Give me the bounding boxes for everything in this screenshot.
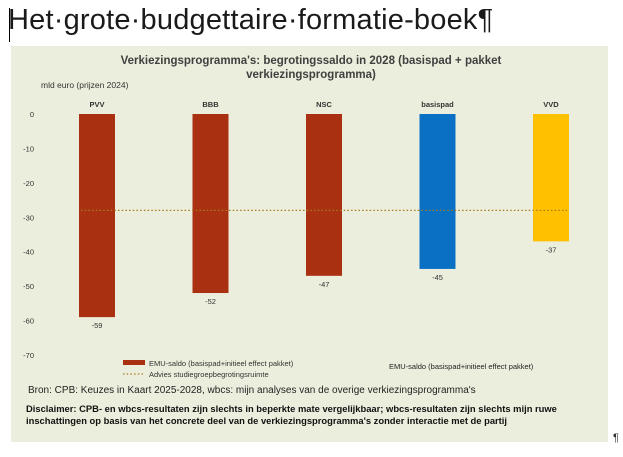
y-tick-label: -10 — [23, 144, 34, 153]
y-tick-label: -60 — [23, 317, 34, 326]
y-tick-label: 0 — [30, 110, 34, 119]
category-label: BBB — [202, 100, 219, 109]
legend-label: Advies studiegroepbegrotingsruimte — [149, 370, 269, 379]
y-tick-label: -70 — [23, 351, 34, 360]
text-cursor — [9, 8, 10, 42]
y-tick-label: -40 — [23, 248, 34, 257]
value-label: -52 — [205, 297, 216, 306]
category-label: NSC — [316, 100, 332, 109]
value-label: -47 — [319, 280, 330, 289]
bar-bbb[interactable] — [192, 114, 229, 294]
value-label: -45 — [432, 273, 443, 282]
y-tick-label: -20 — [23, 179, 34, 188]
chart: Verkiezingsprogramma's: begrotingssaldo … — [23, 55, 569, 379]
y-tick-label: -50 — [23, 282, 34, 291]
legend-annotation: EMU-saldo (basispad+initieel effect pakk… — [389, 362, 534, 371]
y-axis-label: mld euro (prijzen 2024) — [41, 80, 129, 90]
disclaimer-text: Disclaimer: CPB- en wbcs-resultaten zijn… — [26, 403, 557, 426]
chart-title-line1: Verkiezingsprogramma's: begrotingssaldo … — [121, 55, 502, 67]
value-label: -37 — [546, 245, 557, 254]
bar-basispad[interactable] — [419, 114, 456, 269]
source-note: Bron: CPB: Keuzes in Kaart 2025-2028, wb… — [28, 385, 476, 396]
category-label: basispad — [421, 100, 454, 109]
bar-nsc[interactable] — [306, 114, 342, 276]
legend-swatch-bar — [123, 360, 145, 365]
legend-label: EMU-saldo (basispad+initieel effect pakk… — [149, 359, 294, 368]
chart-title-line2: verkiezingsprogramma) — [246, 69, 376, 81]
bar-pvv[interactable] — [79, 114, 115, 318]
value-label: -59 — [92, 321, 103, 330]
paragraph-mark: ¶ — [613, 432, 619, 444]
category-label: PVV — [89, 100, 104, 109]
y-tick-label: -30 — [23, 213, 34, 222]
chart-panel[interactable]: Verkiezingsprogramma's: begrotingssaldo … — [11, 46, 608, 442]
document-heading: Het·grote·budgettaire·formatie-boek¶ — [8, 4, 494, 36]
category-label: VVD — [543, 100, 559, 109]
bar-vvd[interactable] — [533, 114, 569, 242]
